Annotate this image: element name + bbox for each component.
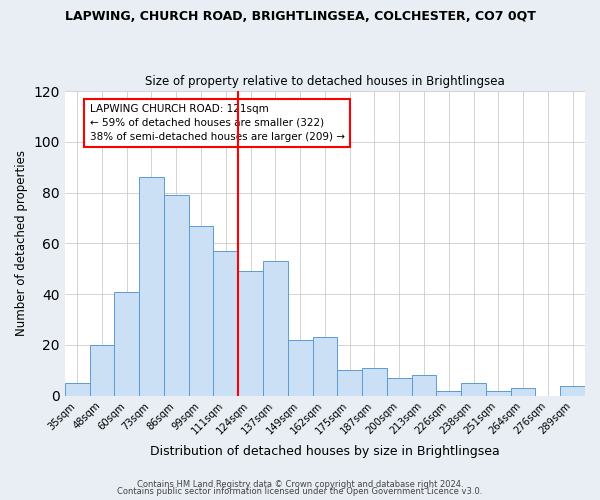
Title: Size of property relative to detached houses in Brightlingsea: Size of property relative to detached ho…: [145, 76, 505, 88]
Bar: [115, 292, 139, 396]
Bar: [288, 340, 313, 396]
Bar: [65, 383, 89, 396]
Text: LAPWING CHURCH ROAD: 121sqm
← 59% of detached houses are smaller (322)
38% of se: LAPWING CHURCH ROAD: 121sqm ← 59% of det…: [89, 104, 344, 142]
Bar: [486, 390, 511, 396]
Bar: [313, 338, 337, 396]
Bar: [412, 376, 436, 396]
Bar: [337, 370, 362, 396]
Bar: [511, 388, 535, 396]
Text: Contains public sector information licensed under the Open Government Licence v3: Contains public sector information licen…: [118, 487, 482, 496]
Bar: [362, 368, 387, 396]
Text: Contains HM Land Registry data © Crown copyright and database right 2024.: Contains HM Land Registry data © Crown c…: [137, 480, 463, 489]
Bar: [436, 390, 461, 396]
Text: LAPWING, CHURCH ROAD, BRIGHTLINGSEA, COLCHESTER, CO7 0QT: LAPWING, CHURCH ROAD, BRIGHTLINGSEA, COL…: [65, 10, 535, 23]
Bar: [139, 178, 164, 396]
Bar: [89, 345, 115, 396]
Bar: [263, 261, 288, 396]
Bar: [238, 272, 263, 396]
Bar: [560, 386, 585, 396]
Bar: [387, 378, 412, 396]
Bar: [461, 383, 486, 396]
X-axis label: Distribution of detached houses by size in Brightlingsea: Distribution of detached houses by size …: [150, 444, 500, 458]
Bar: [188, 226, 214, 396]
Bar: [164, 195, 188, 396]
Y-axis label: Number of detached properties: Number of detached properties: [15, 150, 28, 336]
Bar: [214, 251, 238, 396]
